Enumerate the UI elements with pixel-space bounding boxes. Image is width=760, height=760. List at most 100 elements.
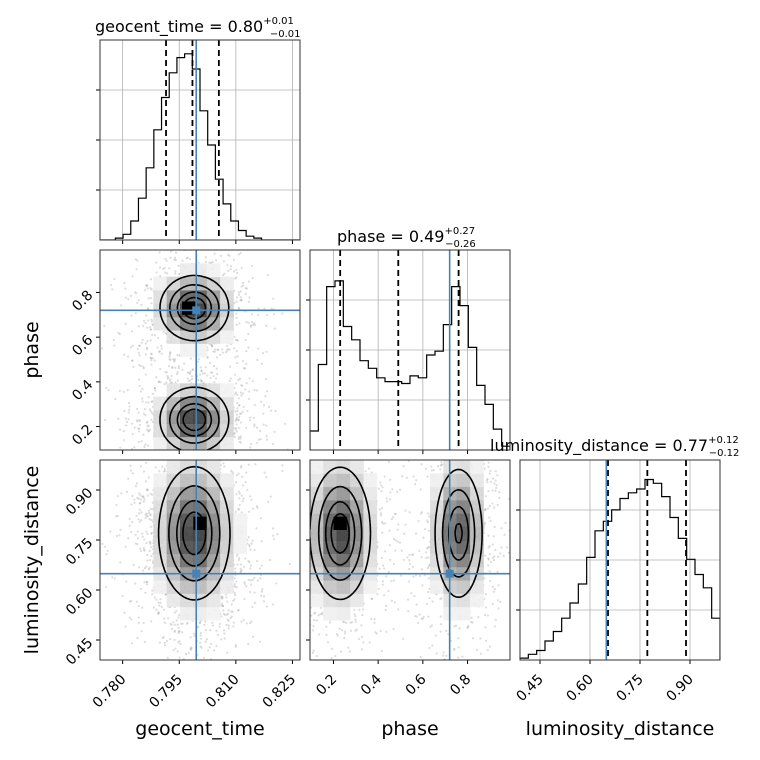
scatter-point: [297, 634, 299, 636]
scatter-point: [402, 637, 405, 640]
scatter-point: [216, 348, 219, 351]
scatter-point: [240, 266, 243, 269]
scatter-point: [457, 457, 459, 459]
scatter-point: [253, 404, 256, 407]
density-cell: [336, 473, 351, 488]
scatter-point: [389, 491, 392, 494]
scatter-point: [392, 562, 396, 566]
scatter-point: [247, 346, 250, 349]
scatter-point: [103, 545, 107, 548]
scatter-point: [142, 457, 144, 459]
scatter-point: [387, 460, 391, 464]
scatter-point: [433, 714, 435, 716]
scatter-point: [394, 549, 397, 552]
scatter-point: [428, 577, 431, 580]
scatter-point: [224, 351, 228, 354]
scatter-point: [344, 632, 347, 635]
scatter-point: [330, 430, 332, 432]
scatter-point: [354, 457, 356, 459]
scatter-point: [271, 442, 274, 446]
scatter-point: [171, 366, 174, 370]
scatter-point: [335, 632, 338, 636]
scatter-point: [388, 558, 392, 561]
scatter-point: [169, 256, 172, 259]
scatter-point: [432, 453, 434, 455]
scatter-point: [436, 424, 438, 426]
scatter-point: [413, 594, 416, 598]
scatter-point: [417, 621, 420, 625]
density-cell: [363, 553, 378, 568]
scatter-point: [151, 400, 154, 403]
scatter-point: [131, 359, 134, 362]
scatter-point: [124, 424, 128, 427]
scatter-point: [381, 583, 385, 586]
scatter-point: [253, 549, 256, 552]
scatter-point: [235, 493, 238, 496]
scatter-point: [270, 307, 273, 310]
scatter-point: [419, 512, 422, 515]
scatter-point: [211, 260, 214, 264]
scatter-point: [357, 722, 359, 724]
scatter-point: [146, 287, 149, 290]
scatter-point: [138, 423, 141, 427]
scatter-point: [252, 507, 255, 510]
scatter-point: [178, 614, 181, 617]
scatter-point: [127, 411, 130, 414]
scatter-point: [380, 413, 382, 415]
scatter-point: [326, 641, 330, 644]
scatter-point: [144, 222, 146, 224]
scatter-point: [446, 438, 448, 440]
scatter-point: [119, 561, 122, 564]
scatter-point: [471, 637, 475, 640]
density-cell: [180, 423, 194, 438]
scatter-point: [199, 373, 202, 376]
scatter-point: [191, 368, 194, 371]
scatter-point: [228, 365, 232, 368]
scatter-point: [402, 465, 405, 468]
scatter-point: [241, 410, 244, 413]
scatter-point: [234, 428, 237, 431]
scatter-point: [101, 542, 104, 545]
scatter-point: [235, 316, 238, 320]
scatter-point: [175, 609, 178, 613]
scatter-point: [208, 451, 210, 453]
scatter-point: [414, 532, 418, 535]
scatter-point: [138, 520, 141, 523]
scatter-point: [485, 444, 487, 446]
scatter-point: [301, 651, 303, 653]
density-cell: [363, 500, 378, 514]
scatter-point: [209, 376, 212, 380]
scatter-point: [492, 590, 495, 593]
scatter-point: [135, 292, 138, 295]
scatter-point: [162, 267, 165, 270]
scatter-point: [493, 555, 496, 558]
scatter-point: [236, 402, 239, 405]
density-cell: [220, 383, 234, 398]
scatter-point: [123, 409, 126, 413]
scatter-point: [489, 480, 493, 483]
scatter-point: [370, 617, 373, 620]
scatter-point: [373, 617, 376, 621]
density-peak: [333, 516, 347, 530]
scatter-point: [440, 420, 442, 422]
scatter-point: [361, 403, 363, 405]
scatter-point: [187, 380, 190, 383]
scatter-point: [158, 350, 161, 354]
scatter-point: [248, 543, 251, 546]
scatter-point: [297, 490, 299, 492]
scatter-point: [287, 513, 289, 515]
scatter-point: [160, 344, 163, 348]
scatter-point: [272, 538, 276, 541]
scatter-point: [150, 352, 153, 356]
scatter-point: [142, 470, 146, 473]
scatter-point: [417, 520, 420, 523]
scatter-point: [222, 260, 226, 263]
scatter-point: [158, 251, 161, 254]
scatter-point: [354, 629, 357, 632]
scatter-point: [220, 596, 223, 599]
scatter-point: [392, 672, 394, 674]
scatter-point: [139, 390, 143, 393]
scatter-point: [147, 297, 150, 300]
scatter-point: [192, 632, 196, 635]
contour-level-3: [182, 296, 207, 432]
